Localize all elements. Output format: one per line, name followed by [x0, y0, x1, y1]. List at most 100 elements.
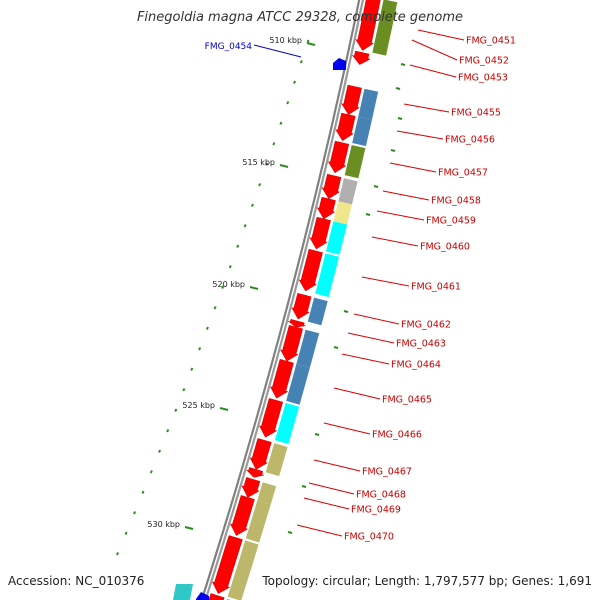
gene-label: FMG_0470 [344, 532, 394, 543]
scale-tick-major [219, 407, 229, 411]
gene-leader-line [353, 313, 400, 325]
gene-arrow [309, 216, 331, 250]
scale-tick [190, 367, 194, 371]
gene-leader-line [296, 524, 343, 537]
gene-arrow [249, 438, 272, 470]
cog-band [372, 0, 398, 56]
gene-leader-line [411, 39, 458, 61]
gene-arrow [258, 398, 284, 438]
cog-band [344, 145, 366, 179]
gene-arrow [269, 358, 294, 399]
scale-tick [182, 388, 186, 392]
cog-band [296, 329, 320, 368]
gene-label: FMG_0458 [431, 196, 481, 207]
gene-label: FMG_0465 [382, 395, 432, 406]
scale-tick [124, 531, 128, 535]
gene-leader-line [389, 162, 437, 173]
cog-band [307, 297, 328, 326]
gene-arrow [335, 112, 356, 142]
gene-tick [314, 433, 320, 436]
gene-leader-line [341, 353, 390, 365]
scale-tick [116, 552, 120, 556]
scale-tick [221, 285, 225, 289]
gene-label: FMG_0462 [401, 320, 451, 331]
gene-label: FMG_0456 [445, 135, 495, 146]
gene-tick [400, 63, 406, 66]
scale-tick [272, 142, 276, 146]
cog-band [333, 201, 352, 225]
gene-arrow [229, 495, 255, 536]
scale-tick [250, 203, 254, 207]
gene-tick [365, 213, 371, 216]
cog-band [286, 363, 310, 405]
gene-leader-line [313, 459, 361, 472]
map-title: Finegoldia magna ATCC 29328, complete ge… [136, 10, 464, 25]
scale-label: 510 kbp [269, 36, 302, 45]
gene-arrow [351, 50, 371, 65]
gene-label: FMG_0467 [362, 467, 412, 478]
cog-band [227, 540, 259, 600]
scale-tick [228, 265, 232, 269]
cog-band [265, 443, 288, 477]
scale-tick [293, 80, 297, 84]
gene-arrow [208, 593, 225, 600]
gene-tick [373, 185, 379, 188]
scale-tick [205, 326, 209, 330]
scale-tick [243, 224, 247, 228]
scale-tick [258, 183, 262, 187]
gene-leader-line [303, 497, 350, 510]
gene-leader-line [409, 64, 457, 78]
gene-tick [301, 485, 307, 488]
scale-label: 520 kbp [212, 280, 245, 289]
scale-tick [149, 470, 153, 474]
gene-arrow [246, 467, 264, 478]
gene-tick [333, 346, 339, 349]
gene-label: FMG_0469 [351, 505, 401, 516]
scale-tick [174, 408, 178, 412]
backbone-line-inner [200, 0, 361, 600]
gene-label: FMG_0464 [391, 360, 441, 371]
gene-leader-line [361, 276, 410, 287]
scale-tick-major [306, 42, 316, 46]
gene-label: FMG_0463 [396, 339, 446, 350]
gene-leader-line [376, 210, 425, 221]
gene-label: FMG_0459 [426, 216, 476, 227]
gene-arrow [341, 84, 362, 116]
gene-leader-line [323, 422, 371, 435]
scale-tick [299, 60, 303, 64]
cog-band-left [173, 584, 193, 600]
gene-tick [397, 117, 403, 120]
gene-label: FMG_0461 [411, 282, 461, 293]
gene-label: FMG_0468 [356, 490, 406, 501]
gene-label: FMG_0460 [420, 242, 470, 253]
scale-tick-major [184, 526, 194, 530]
reverse-gene-leader [253, 44, 302, 58]
scale-tick-major [279, 164, 289, 168]
gene-leader-line [333, 387, 381, 400]
reverse-gene-arrow [333, 58, 346, 70]
gene-tick [287, 531, 293, 534]
scale-tick [166, 429, 170, 433]
scale-label: 525 kbp [182, 401, 215, 410]
gene-leader-line [347, 332, 395, 344]
cog-band [257, 482, 277, 505]
reverse-gene-arrow-bottom [196, 592, 209, 600]
scale-tick [213, 306, 217, 310]
scale-tick [265, 162, 269, 166]
gene-label: FMG_0457 [438, 168, 488, 179]
scale-tick [279, 121, 283, 125]
scale-tick [198, 347, 202, 351]
gene-arrow [298, 248, 323, 292]
gene-leader-line [417, 29, 465, 41]
gene-label: FMG_0466 [372, 430, 422, 441]
scale-label: 530 kbp [147, 520, 180, 529]
gene-leader-line [403, 103, 450, 113]
gene-tick [395, 87, 401, 90]
cog-band [326, 221, 348, 255]
scale-tick [158, 449, 162, 453]
gene-leader-line [371, 236, 419, 247]
gene-arrow [280, 324, 304, 362]
cog-band [245, 500, 271, 543]
topology-label: Topology: circular; Length: 1,797,577 bp… [262, 574, 592, 588]
